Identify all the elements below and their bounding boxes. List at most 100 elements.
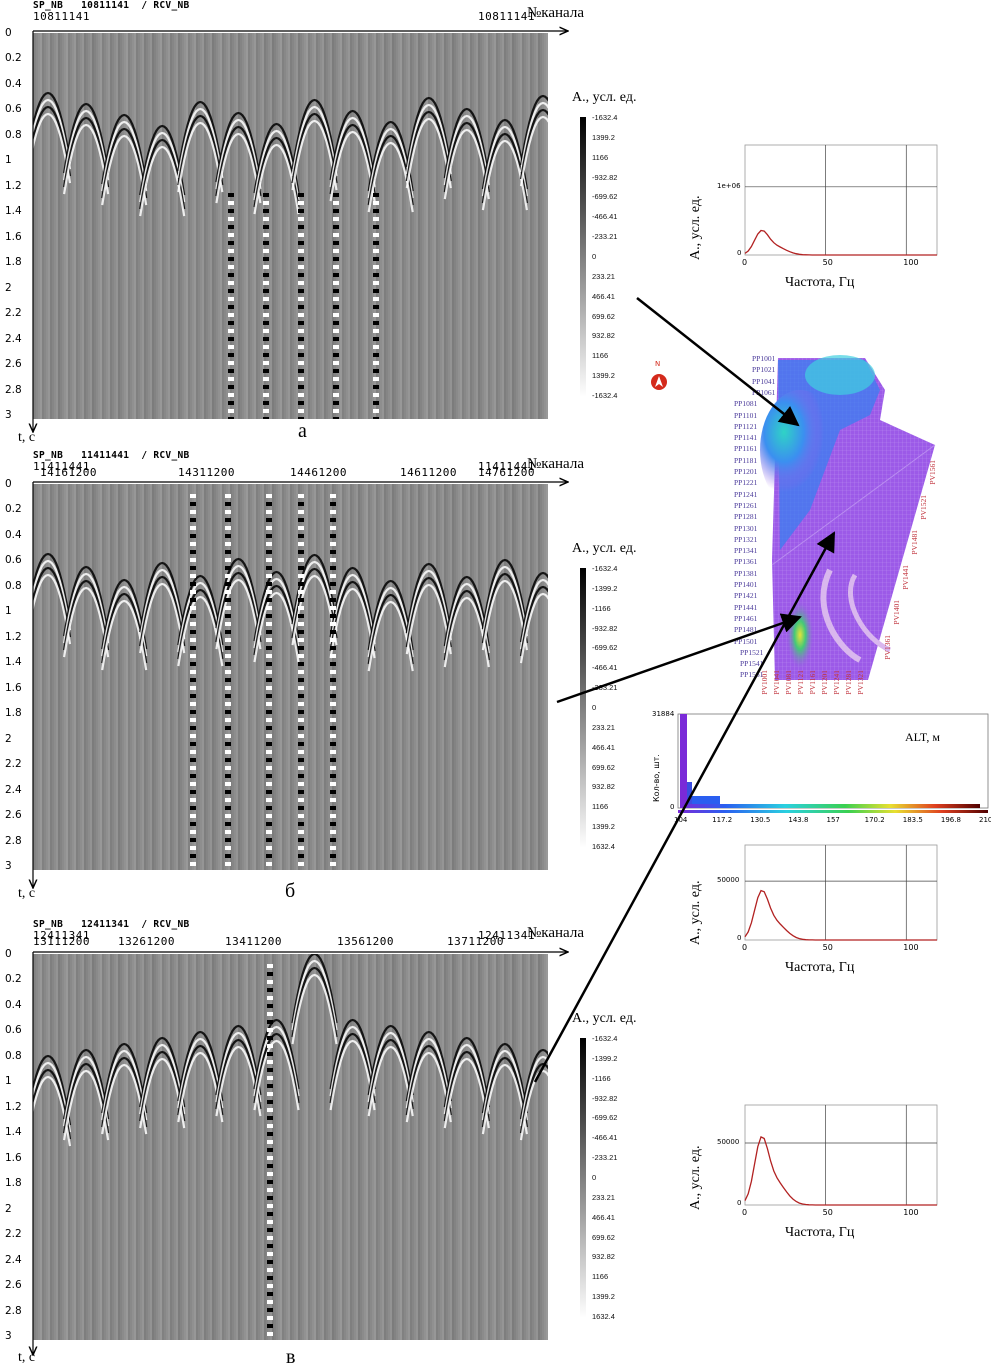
time-tick: 2.2 xyxy=(5,1228,22,1241)
colorbar-tick: -233.21 xyxy=(592,683,618,693)
panel-a-seismogram xyxy=(33,33,548,419)
spectrum-xlabel: Частота, Гц xyxy=(785,1225,855,1240)
colorbar-tick: 1399.2 xyxy=(592,1292,615,1302)
colorbar-c-gradient xyxy=(580,1038,586,1318)
colorbar-tick: -932.82 xyxy=(592,623,618,633)
time-tick: 0.8 xyxy=(5,1049,22,1062)
colorbar-b-ticks: -1632.4 -1399.2 -1166 -932.82 -699.62 -466.41… xyxy=(592,564,652,852)
map-pp-label: PP1421 xyxy=(734,591,758,601)
spectrum-ytick: 1e+06 xyxy=(717,181,741,190)
panel-c-axis-label: №канала xyxy=(527,925,584,941)
colorbar-tick: 699.62 xyxy=(592,311,615,321)
map-pp-label: PP1041 xyxy=(752,376,776,386)
colorbar-tick: 1166 xyxy=(592,351,609,361)
arrow-a-to-map xyxy=(636,297,800,427)
time-tick: 2.2 xyxy=(5,758,22,771)
spectrum-xtick: 100 xyxy=(903,258,919,267)
colorbar-tick: -1399.2 xyxy=(592,1053,618,1063)
panel-c-time-axis: 0 0.2 0.4 0.6 0.8 1 1.2 1.4 1.6 1.8 2 2.2 2.4 2.6 2.8 3 xyxy=(5,948,31,1342)
map-pp-label: PP1181 xyxy=(734,455,758,465)
colorbar-tick: 0 xyxy=(592,252,597,261)
map-pp-label: PP1321 xyxy=(734,534,758,544)
colorbar-tick: -699.62 xyxy=(592,1113,618,1123)
panel-a-header: SP_NB 10811141 / RCV_NB xyxy=(33,0,190,11)
time-tick: 0.4 xyxy=(5,528,22,541)
colorbar-tick: -233.21 xyxy=(592,1153,618,1163)
time-tick: 1.4 xyxy=(5,656,22,669)
colorbar-tick: -932.82 xyxy=(592,172,618,182)
colorbar-tick: -1632.4 xyxy=(592,1034,618,1043)
map-pp-label: PP1361 xyxy=(734,557,758,567)
time-tick: 2.4 xyxy=(5,1253,22,1266)
panel-b-channel-0: 11411441 xyxy=(33,460,90,473)
panel-b-time-label: t, c xyxy=(18,886,36,901)
time-tick: 0 xyxy=(5,27,12,39)
colorbar-tick: -1399.2 xyxy=(592,583,618,593)
panel-b-channel-1: 14161200 xyxy=(40,466,97,479)
colorbar-tick: -699.62 xyxy=(592,192,618,202)
time-tick: 0.4 xyxy=(5,998,22,1011)
colorbar-tick: 1399.2 xyxy=(592,132,615,142)
time-tick: 1.6 xyxy=(5,681,22,694)
map-pp-label: PP1261 xyxy=(734,500,758,510)
time-tick: 0.8 xyxy=(5,128,22,141)
colorbar-tick: 1399.2 xyxy=(592,371,615,381)
spectrum-xtick: 100 xyxy=(903,943,919,952)
histogram-xtick: 210 xyxy=(979,816,991,824)
colorbar-tick: -466.41 xyxy=(592,663,618,673)
panel-c-channel-6: 12411341 xyxy=(478,929,535,942)
colorbar-tick: 233.21 xyxy=(592,1192,615,1202)
spectrum-xtick: 0 xyxy=(742,1208,748,1217)
time-tick: 2 xyxy=(5,732,12,745)
map-pp-label: PP1221 xyxy=(734,478,758,488)
compass-icon: N xyxy=(650,360,667,390)
histogram-xtick: 117.2 xyxy=(712,816,733,824)
panel-c-channel-0: 12411341 xyxy=(33,929,90,942)
panel-b-seismogram xyxy=(33,484,548,870)
map-pp-label: PP1141 xyxy=(734,433,758,443)
colorbar-c-title: А., усл. ед. xyxy=(572,1011,637,1026)
colorbar-tick: -466.41 xyxy=(592,1133,618,1143)
time-tick: 1.2 xyxy=(5,630,22,643)
time-tick: 0 xyxy=(5,478,12,490)
panel-a-time-label: t, c xyxy=(18,430,36,445)
colorbar-tick: -1632.4 xyxy=(592,391,618,400)
map-pp-label: PP1081 xyxy=(734,399,758,409)
map-pp-label: PP1101 xyxy=(734,410,758,420)
panel-a-time-axis: 0 0.2 0.4 0.6 0.8 1 1.2 1.4 1.6 1.8 2 2.2 2.4 2.6 2.8 3 xyxy=(5,27,31,421)
map-pp-label: PP1521 xyxy=(740,647,764,657)
spectrum-xtick: 50 xyxy=(822,943,833,952)
map-pp-label: PP1241 xyxy=(734,489,758,499)
colorbar-tick: 1632.4 xyxy=(592,842,615,851)
time-tick: 1.8 xyxy=(5,1177,22,1190)
panel-b-time-axis: 0 0.2 0.4 0.6 0.8 1 1.2 1.4 1.6 1.8 2 2.2 2.4 2.6 2.8 3 xyxy=(5,478,31,872)
map-pp-label: PP1001 xyxy=(752,354,776,363)
map-pp-label: PP1561 xyxy=(740,670,764,680)
map-pp-label: PP1381 xyxy=(734,568,758,578)
colorbar-tick: 932.82 xyxy=(592,331,615,341)
histogram-xtick: 143.8 xyxy=(788,816,809,824)
time-tick: 1.8 xyxy=(5,707,22,720)
time-tick: 1.6 xyxy=(5,1151,22,1164)
panel-b-letter: б xyxy=(285,880,296,902)
panel-b-channel-3: 14461200 xyxy=(290,466,347,479)
panel-a-axis-label: №канала xyxy=(527,5,584,21)
colorbar-tick: -1632.4 xyxy=(592,564,618,573)
time-tick: 3 xyxy=(5,860,12,872)
spectrum-xtick: 0 xyxy=(742,258,748,267)
time-tick: 2 xyxy=(5,1202,12,1215)
spectrum-xlabel: Частота, Гц xyxy=(785,960,855,975)
time-tick: 3 xyxy=(5,409,12,421)
colorbar-b-gradient xyxy=(580,568,586,848)
spectrum-yzero: 0 xyxy=(737,1199,742,1207)
colorbar-tick: 699.62 xyxy=(592,762,615,772)
spectrum-ytick: 50000 xyxy=(717,1138,740,1146)
colorbar-tick: 932.82 xyxy=(592,1252,615,1262)
time-tick: 1.6 xyxy=(5,230,22,243)
time-tick: 2 xyxy=(5,281,12,294)
compass-label: N xyxy=(655,360,661,368)
time-tick: 0.2 xyxy=(5,52,22,65)
histogram-yzero: 0 xyxy=(670,803,675,811)
colorbar-tick: 1399.2 xyxy=(592,822,615,832)
